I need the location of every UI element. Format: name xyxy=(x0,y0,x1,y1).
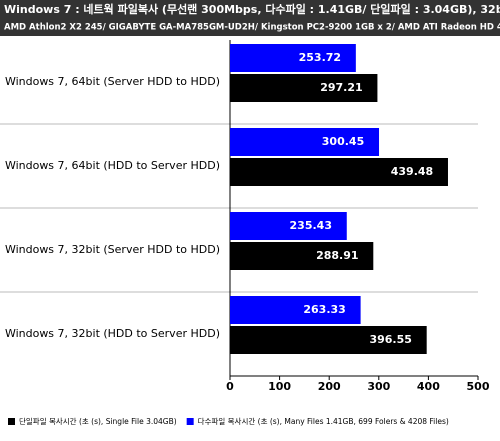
x-tick-label: 200 xyxy=(318,380,341,393)
bar xyxy=(230,74,378,102)
value-label: 263.33 xyxy=(303,303,345,316)
value-label: 396.55 xyxy=(369,333,411,346)
legend-swatch xyxy=(8,418,15,425)
x-tick-label: 300 xyxy=(367,380,390,393)
chart-subtitle: AMD Athlon2 X2 245/ GIGABYTE GA-MA785GM-… xyxy=(4,23,500,33)
value-label: 235.43 xyxy=(290,219,332,232)
bar xyxy=(230,212,347,240)
value-label: 300.45 xyxy=(322,135,364,148)
legend-label: 단일파일 복사시간 (초 (s), Single File 3.04GB) xyxy=(19,416,177,426)
y-tick-label: Windows 7, 32bit (HDD to Server HDD) xyxy=(5,327,220,340)
value-label: 439.48 xyxy=(391,165,433,178)
value-label: 288.91 xyxy=(316,249,358,262)
legend-label: 다수파일 복사시간 (초 (s), Many Files 1.41GB, 699… xyxy=(198,416,449,426)
x-tick-label: 0 xyxy=(226,380,234,393)
bar xyxy=(230,242,374,270)
y-tick-label: Windows 7, 32bit (Server HDD to HDD) xyxy=(5,243,220,256)
bar xyxy=(230,158,448,186)
x-tick-label: 500 xyxy=(467,380,490,393)
chart-title: Windows 7 : 네트웍 파일복사 (무선랜 300Mbps, 다수파일 … xyxy=(4,2,500,16)
legend-swatch xyxy=(186,418,194,425)
y-tick-label: Windows 7, 64bit (Server HDD to HDD) xyxy=(5,75,220,88)
bar xyxy=(230,296,361,324)
value-label: 297.21 xyxy=(320,81,362,94)
x-tick-label: 400 xyxy=(417,380,440,393)
bar xyxy=(230,128,380,156)
header xyxy=(0,0,500,36)
x-tick-label: 100 xyxy=(268,380,291,393)
value-label: 253.72 xyxy=(299,51,341,64)
y-tick-label: Windows 7, 64bit (HDD to Server HDD) xyxy=(5,159,220,172)
bar xyxy=(230,44,356,72)
bar xyxy=(230,326,427,354)
